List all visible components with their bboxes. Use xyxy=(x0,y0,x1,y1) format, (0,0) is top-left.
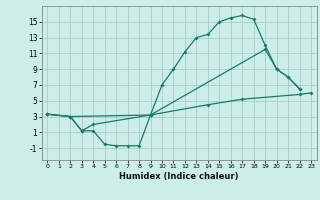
X-axis label: Humidex (Indice chaleur): Humidex (Indice chaleur) xyxy=(119,172,239,181)
